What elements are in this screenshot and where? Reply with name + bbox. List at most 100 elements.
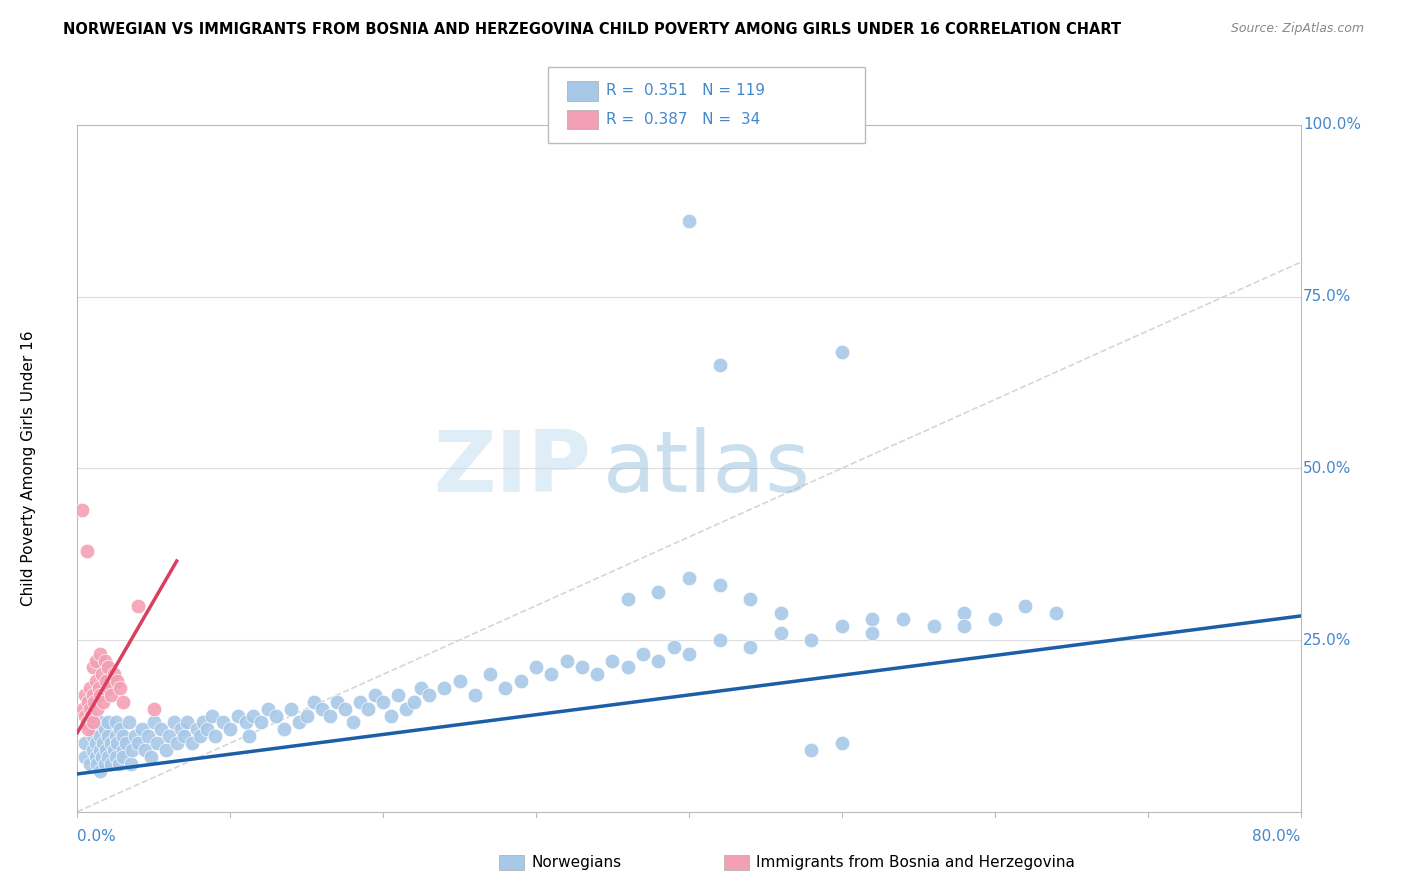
- Point: [188, 729, 211, 743]
- Point: [108, 723, 131, 737]
- Point: [82, 715, 104, 730]
- Point: [295, 708, 318, 723]
- Point: [226, 708, 249, 723]
- Point: [709, 578, 731, 592]
- Point: [82, 723, 104, 737]
- Point: [76, 715, 98, 730]
- Point: [98, 681, 121, 695]
- Point: [112, 729, 135, 743]
- Point: [86, 701, 108, 715]
- Point: [831, 619, 853, 633]
- Point: [349, 695, 371, 709]
- Point: [449, 674, 471, 689]
- Point: [647, 654, 669, 668]
- Point: [891, 612, 914, 626]
- Point: [112, 743, 135, 757]
- Point: [100, 688, 122, 702]
- Point: [678, 571, 700, 585]
- Point: [953, 606, 976, 620]
- Point: [219, 723, 242, 737]
- Point: [709, 633, 731, 648]
- Point: [100, 736, 122, 750]
- Point: [617, 660, 640, 674]
- Point: [84, 654, 107, 668]
- Point: [984, 612, 1007, 626]
- Point: [186, 723, 208, 737]
- Point: [136, 729, 159, 743]
- Point: [342, 715, 364, 730]
- Point: [103, 667, 125, 681]
- Point: [89, 729, 111, 743]
- Point: [94, 756, 117, 771]
- Point: [73, 736, 96, 750]
- Point: [740, 591, 762, 606]
- Point: [73, 749, 96, 764]
- Text: Immigrants from Bosnia and Herzegovina: Immigrants from Bosnia and Herzegovina: [756, 855, 1076, 870]
- Point: [142, 701, 165, 715]
- Point: [157, 729, 180, 743]
- Point: [678, 214, 700, 228]
- Point: [647, 585, 669, 599]
- Point: [211, 715, 233, 730]
- Point: [97, 715, 120, 730]
- Point: [495, 681, 517, 695]
- Point: [84, 674, 107, 689]
- Point: [155, 743, 177, 757]
- Point: [84, 736, 107, 750]
- Point: [769, 626, 792, 640]
- Point: [87, 681, 110, 695]
- Point: [433, 681, 456, 695]
- Point: [131, 723, 153, 737]
- Point: [104, 729, 127, 743]
- Point: [922, 619, 945, 633]
- Text: R =  0.351   N = 119: R = 0.351 N = 119: [606, 84, 765, 98]
- Point: [273, 723, 295, 737]
- Point: [83, 695, 105, 709]
- Point: [89, 764, 111, 778]
- Point: [104, 749, 127, 764]
- Point: [364, 688, 387, 702]
- Point: [73, 708, 96, 723]
- Point: [250, 715, 273, 730]
- Point: [77, 695, 100, 709]
- Point: [146, 736, 169, 750]
- Point: [142, 715, 165, 730]
- Point: [371, 695, 394, 709]
- Point: [82, 688, 104, 702]
- Point: [204, 729, 226, 743]
- Point: [166, 736, 188, 750]
- Point: [104, 715, 127, 730]
- Point: [79, 701, 101, 715]
- Point: [238, 729, 260, 743]
- Point: [124, 729, 146, 743]
- Point: [418, 688, 440, 702]
- Point: [121, 743, 143, 757]
- Text: Norwegians: Norwegians: [531, 855, 621, 870]
- Point: [103, 743, 125, 757]
- Point: [134, 743, 156, 757]
- Point: [678, 647, 700, 661]
- Point: [97, 749, 120, 764]
- Text: 25.0%: 25.0%: [1303, 632, 1351, 648]
- Text: NORWEGIAN VS IMMIGRANTS FROM BOSNIA AND HERZEGOVINA CHILD POVERTY AMONG GIRLS UN: NORWEGIAN VS IMMIGRANTS FROM BOSNIA AND …: [63, 22, 1122, 37]
- Point: [94, 723, 117, 737]
- Point: [86, 756, 108, 771]
- Point: [555, 654, 578, 668]
- Point: [831, 736, 853, 750]
- Point: [115, 736, 138, 750]
- Point: [242, 708, 264, 723]
- Point: [740, 640, 762, 654]
- Point: [163, 715, 186, 730]
- Point: [1045, 606, 1067, 620]
- Point: [150, 723, 173, 737]
- Point: [326, 695, 349, 709]
- Point: [97, 729, 120, 743]
- Point: [100, 756, 122, 771]
- Point: [402, 695, 425, 709]
- Point: [108, 681, 131, 695]
- Point: [89, 715, 111, 730]
- Point: [617, 591, 640, 606]
- Text: 50.0%: 50.0%: [1303, 461, 1351, 475]
- Point: [176, 715, 198, 730]
- Point: [509, 674, 531, 689]
